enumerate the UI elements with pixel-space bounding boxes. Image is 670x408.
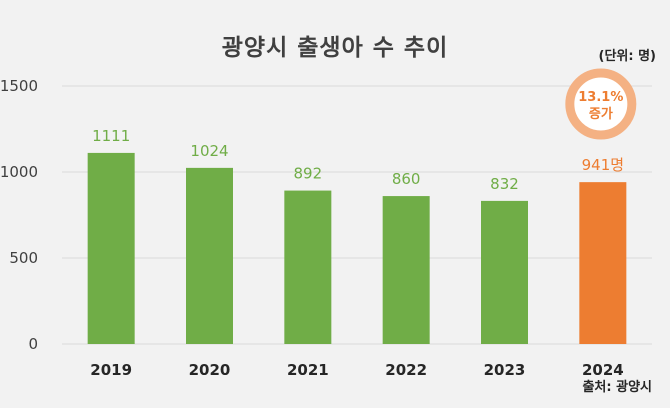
data-label: 941명 (582, 156, 624, 174)
bar (481, 200, 528, 344)
bar (382, 196, 430, 344)
y-tick-label: 0 (28, 335, 38, 353)
unit-note: (단위: 명) (598, 49, 657, 64)
chart-title: 광양시 출생아 수 추이 (221, 35, 449, 61)
x-tick-label: 2020 (189, 361, 231, 379)
y-tick-label: 500 (9, 249, 38, 267)
x-tick-label: 2022 (385, 361, 427, 379)
y-tick-label: 1500 (0, 77, 38, 95)
x-tick-label: 2024 (582, 361, 624, 379)
bar (186, 167, 233, 344)
data-label: 860 (392, 170, 421, 188)
callout-caption: 증가 (589, 107, 613, 122)
y-tick-label: 1000 (0, 163, 38, 181)
data-label: 1111 (92, 127, 130, 145)
bar (87, 152, 135, 344)
x-tick-label: 2023 (484, 361, 526, 379)
callout-ring (565, 68, 637, 140)
bar (579, 182, 627, 344)
x-tick-label: 2021 (287, 361, 329, 379)
data-label: 892 (294, 165, 323, 183)
data-label: 1024 (190, 142, 228, 160)
data-label: 832 (490, 175, 519, 193)
callout-percent: 13.1% (578, 90, 623, 105)
source-note: 출처: 광양시 (582, 380, 652, 395)
x-tick-label: 2019 (90, 361, 132, 379)
bar (284, 190, 332, 344)
